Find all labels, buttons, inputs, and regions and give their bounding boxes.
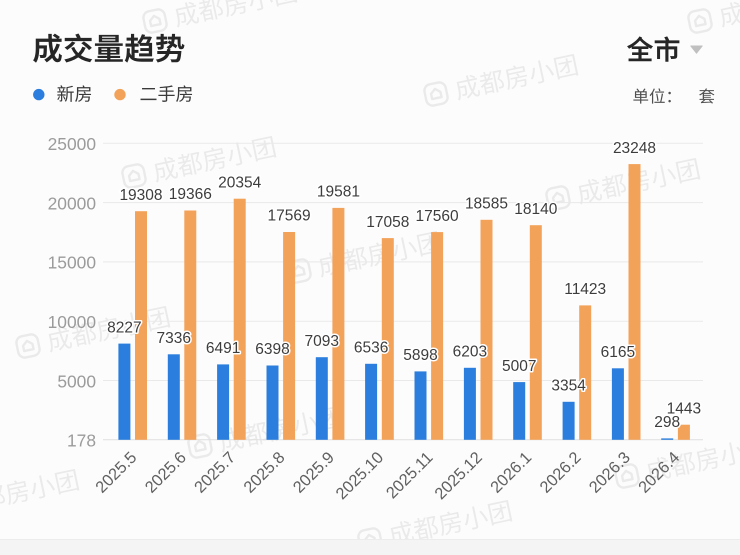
svg-text:5898: 5898	[403, 347, 437, 364]
svg-text:19308: 19308	[119, 187, 162, 204]
svg-text:5007: 5007	[502, 358, 536, 375]
svg-text:1443: 1443	[667, 400, 701, 417]
svg-text:178: 178	[67, 431, 96, 451]
svg-text:3354: 3354	[551, 378, 586, 395]
svg-text:20354: 20354	[218, 174, 261, 191]
svg-text:6203: 6203	[453, 344, 487, 361]
svg-text:7093: 7093	[305, 333, 339, 350]
svg-text:20000: 20000	[48, 193, 96, 213]
svg-text:6398: 6398	[255, 341, 289, 358]
svg-text:18140: 18140	[514, 201, 557, 218]
svg-text:7336: 7336	[157, 330, 191, 347]
svg-text:6491: 6491	[206, 340, 240, 357]
svg-text:17569: 17569	[268, 208, 311, 225]
svg-text:19581: 19581	[317, 184, 360, 201]
svg-text:8227: 8227	[107, 319, 141, 336]
svg-text:5000: 5000	[57, 371, 96, 391]
svg-text:19366: 19366	[169, 186, 212, 203]
svg-text:6536: 6536	[354, 340, 388, 357]
svg-text:25000: 25000	[48, 134, 96, 154]
svg-text:15000: 15000	[48, 253, 96, 273]
svg-text:10000: 10000	[48, 312, 96, 332]
svg-text:11423: 11423	[564, 281, 606, 298]
svg-text:18585: 18585	[465, 196, 508, 213]
svg-text:6165: 6165	[601, 344, 635, 361]
svg-text:17058: 17058	[366, 214, 409, 231]
svg-text:23248: 23248	[613, 140, 656, 157]
svg-text:17560: 17560	[416, 208, 459, 225]
svg-text:298: 298	[654, 414, 680, 431]
